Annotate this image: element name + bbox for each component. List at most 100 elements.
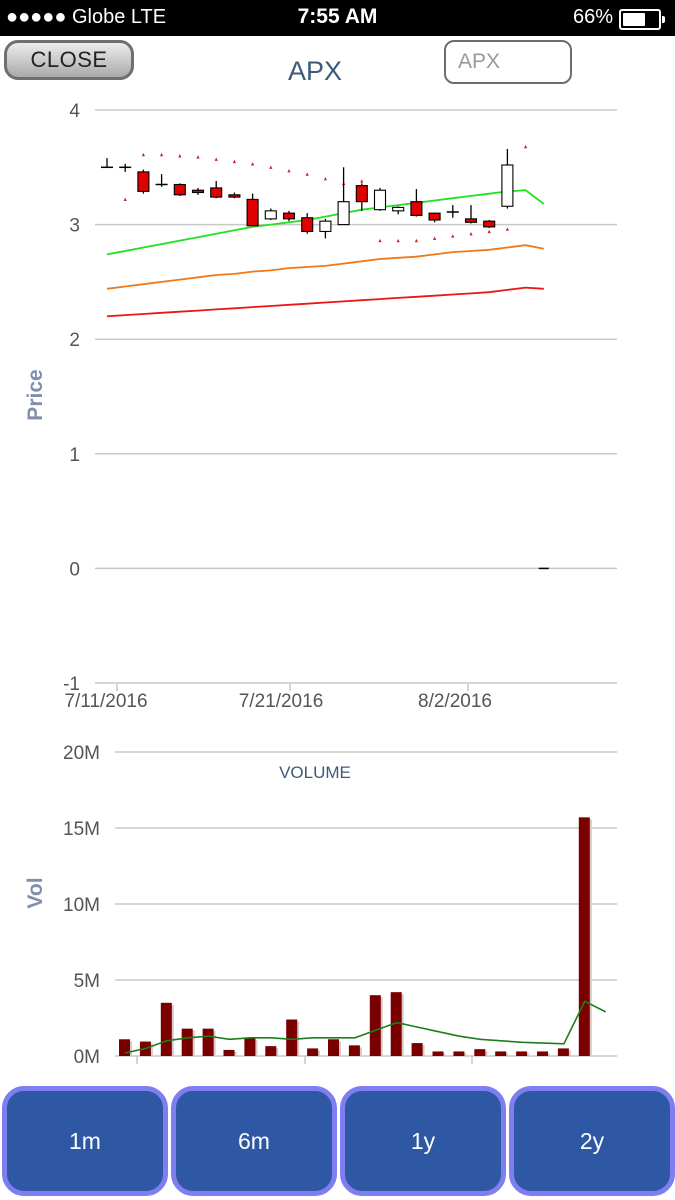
candle-body xyxy=(464,218,478,223)
moving-average-line xyxy=(106,286,544,318)
sar-dot xyxy=(524,144,528,149)
y-tick-label: 3 xyxy=(69,216,80,237)
candle-body xyxy=(337,201,350,226)
volume-bar xyxy=(516,1051,528,1056)
volume-bar xyxy=(223,1049,235,1056)
volume-y-tick-label: 0M xyxy=(74,1047,100,1068)
volume-bar xyxy=(160,1002,172,1056)
moving-average-line xyxy=(106,244,544,290)
period-2y-button[interactable]: 2y xyxy=(509,1086,675,1196)
volume-bar xyxy=(369,995,381,1056)
sar-dot xyxy=(160,152,164,157)
sar-dot xyxy=(378,238,382,243)
volume-y-tick-label: 20M xyxy=(63,743,100,764)
sar-dot xyxy=(396,238,400,243)
volume-bar xyxy=(432,1051,444,1056)
volume-bar xyxy=(307,1048,319,1056)
volume-bar xyxy=(119,1039,130,1056)
candle-body xyxy=(373,189,387,211)
volume-axis-label: Vol xyxy=(24,877,47,908)
period-1y-button[interactable]: 1y xyxy=(340,1086,506,1196)
candle-body xyxy=(246,198,259,227)
clock: 7:55 AM xyxy=(297,5,378,28)
period-selector: 1m 6m 1y 2y xyxy=(0,1086,675,1200)
moving-average-line xyxy=(106,189,545,256)
volume-bar xyxy=(495,1051,507,1056)
x-tick-label: 7/21/2016 xyxy=(239,691,324,712)
candle-body xyxy=(355,185,368,203)
sar-dot xyxy=(414,238,418,243)
volume-y-tick-label: 10M xyxy=(63,895,100,916)
sar-dot xyxy=(505,227,509,231)
volume-bar xyxy=(181,1028,193,1056)
sar-dot xyxy=(178,154,182,158)
status-bar: ●●●●● Globe LTE 7:55 AM 66% xyxy=(0,0,675,36)
volume-bar xyxy=(474,1049,486,1056)
volume-bar xyxy=(244,1037,256,1056)
candle-body xyxy=(301,217,314,233)
candle-body xyxy=(282,212,296,220)
y-tick-label: 2 xyxy=(69,330,80,351)
y-tick-label: -1 xyxy=(63,674,80,695)
volume-y-tick-label: 5M xyxy=(74,971,100,992)
volume-bar xyxy=(578,817,590,1056)
volume-bar xyxy=(265,1046,277,1056)
sar-dot xyxy=(141,152,145,157)
sar-dot xyxy=(251,162,255,166)
x-tick-label: 8/2/2016 xyxy=(418,691,492,712)
candle-body xyxy=(173,183,186,196)
y-tick-label: 1 xyxy=(69,445,80,466)
volume-bar xyxy=(557,1048,569,1056)
sar-dot xyxy=(360,179,364,183)
sar-dot xyxy=(123,197,127,201)
sar-dot xyxy=(305,172,309,176)
candle-body xyxy=(319,220,332,233)
candle-body xyxy=(410,201,423,216)
sar-dot xyxy=(433,236,437,240)
volume-bar xyxy=(328,1039,339,1056)
candle-body xyxy=(137,171,150,192)
price-axis-label: Price xyxy=(24,369,47,420)
symbol-search-input[interactable] xyxy=(444,40,572,84)
candle-body xyxy=(501,164,514,207)
candle-body xyxy=(428,212,441,221)
sar-dot xyxy=(214,157,218,161)
volume-chart: Vol VOLUME 20M 15M 10M 5M 0M xyxy=(24,743,617,1068)
sar-dot xyxy=(469,231,473,236)
candle-body xyxy=(483,220,496,228)
period-1m-button[interactable]: 1m xyxy=(2,1086,168,1196)
candle-body xyxy=(392,206,405,212)
period-6m-button[interactable]: 6m xyxy=(171,1086,337,1196)
volume-y-tick-label: 15M xyxy=(63,819,100,840)
x-tick-label: 7/11/2016 xyxy=(64,691,147,712)
candle-body xyxy=(264,210,277,220)
volume-bar xyxy=(537,1051,548,1056)
battery-icon xyxy=(619,9,665,30)
volume-bar xyxy=(390,992,402,1056)
volume-bar xyxy=(411,1043,423,1056)
sar-dot xyxy=(287,168,291,173)
sar-dot xyxy=(323,176,327,181)
carrier-signal: ●●●●● Globe LTE xyxy=(6,6,167,28)
volume-bar xyxy=(202,1028,214,1056)
battery-fill xyxy=(623,13,646,26)
sar-dot xyxy=(269,165,273,169)
volume-annotation: VOLUME xyxy=(279,763,351,782)
sar-dot xyxy=(232,159,236,164)
sar-dot xyxy=(451,234,455,238)
price-chart: Price 4 3 2 1 0 -1 7/11/2016 7/21/2016 8/2/20… xyxy=(24,101,617,712)
y-tick-label: 0 xyxy=(69,559,80,580)
page-title: APX xyxy=(287,56,343,86)
sar-dot xyxy=(487,229,491,234)
close-button[interactable]: CLOSE xyxy=(4,40,134,80)
candle-body xyxy=(210,187,223,198)
y-tick-label: 4 xyxy=(69,101,80,122)
volume-bar xyxy=(286,1019,298,1056)
battery-percent: 66% xyxy=(572,6,613,28)
volume-bar xyxy=(348,1045,360,1056)
candle-body xyxy=(191,189,205,194)
volume-moving-average-line xyxy=(124,1000,607,1054)
battery-nub xyxy=(662,16,665,23)
sar-dot xyxy=(196,155,200,159)
volume-bar xyxy=(453,1051,465,1056)
